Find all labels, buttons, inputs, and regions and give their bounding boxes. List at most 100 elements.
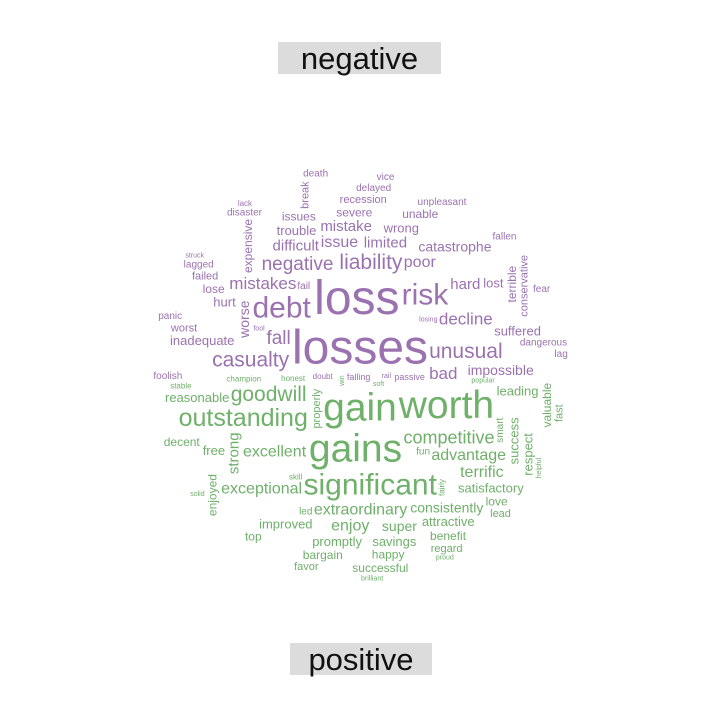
word-negative-fallen: fallen: [493, 232, 517, 243]
word-negative-fall: fall: [266, 328, 290, 349]
word-negative-hard: hard: [450, 276, 480, 293]
word-negative-passive: passive: [394, 372, 425, 382]
word-negative-risk: risk: [402, 278, 450, 311]
word-positive-properly: properly: [311, 388, 323, 428]
word-positive-champion: champion: [226, 375, 261, 384]
word-positive-helpful: helpful: [536, 457, 543, 478]
word-negative-failed: failed: [192, 271, 218, 283]
word-positive-savings: savings: [372, 534, 417, 549]
word-negative-lack: lack: [238, 199, 253, 208]
word-negative-worst: worst: [170, 322, 197, 334]
word-negative-inadequate: inadequate: [170, 333, 234, 348]
word-positive-free: free: [203, 443, 225, 458]
word-negative-doubt: doubt: [313, 372, 334, 381]
word-positive-enjoyed: enjoyed: [206, 474, 220, 516]
word-positive-respect: respect: [521, 433, 536, 476]
word-negative-lose: lose: [203, 282, 225, 296]
word-positive-enjoy: enjoy: [331, 518, 369, 535]
word-negative-trouble: trouble: [277, 223, 317, 238]
word-positive-win: win: [339, 375, 346, 387]
word-negative-fear: fear: [533, 284, 551, 295]
word-negative-conservative: conservative: [519, 255, 531, 317]
word-positive-strong: strong: [225, 432, 242, 474]
word-negative-decline: decline: [439, 309, 493, 328]
word-positive-exceptional: exceptional: [221, 481, 302, 498]
word-negative-mistake: mistake: [320, 218, 372, 235]
word-negative-severe: severe: [336, 205, 372, 219]
word-positive-top: top: [245, 530, 262, 544]
word-negative-fool: fool: [253, 326, 265, 333]
word-negative-unusual: unusual: [429, 340, 503, 363]
word-positive-fun: fun: [416, 447, 430, 458]
word-positive-significant: significant: [304, 469, 438, 502]
word-positive-benefit: benefit: [430, 529, 467, 543]
word-positive-valuable: valuable: [540, 382, 554, 427]
word-positive-promptly: promptly: [312, 534, 362, 549]
word-negative-lag: lag: [554, 349, 567, 360]
word-positive-honest: honest: [281, 374, 306, 383]
word-positive-extraordinary: extraordinary: [314, 501, 407, 518]
word-negative-suffered: suffered: [494, 323, 541, 338]
word-negative-struck: struck: [185, 253, 204, 260]
word-positive-attractive: attractive: [422, 514, 475, 529]
word-positive-love: love: [486, 495, 508, 509]
word-negative-lagged: lagged: [184, 259, 214, 270]
word-negative-worse: worse: [236, 300, 252, 339]
word-positive-competitive: competitive: [404, 427, 495, 447]
word-positive-proud: proud: [436, 555, 454, 562]
word-positive-super: super: [382, 518, 417, 534]
word-negative-liability: liability: [339, 251, 403, 274]
word-positive-brilliant: brilliant: [361, 576, 383, 583]
word-positive-smart: smart: [495, 417, 506, 442]
word-negative-expensive: expensive: [241, 219, 255, 273]
word-negative-catastrophe: catastrophe: [418, 239, 491, 255]
word-positive-gain: gain: [323, 387, 397, 430]
word-negative-death: death: [303, 168, 328, 179]
word-negative-vice: vice: [377, 172, 395, 183]
word-negative-hurt: hurt: [213, 294, 236, 309]
word-positive-terrific: terrific: [460, 464, 504, 481]
word-positive-leading: leading: [497, 383, 539, 398]
word-positive-excellent: excellent: [243, 443, 307, 460]
word-negative-dangerous: dangerous: [520, 338, 567, 349]
word-positive-happy: happy: [372, 548, 405, 562]
word-negative-negative: negative: [262, 254, 334, 275]
word-negative-issue: issue: [321, 234, 358, 251]
word-positive-lead: lead: [490, 508, 511, 520]
word-negative-falling: falling: [347, 372, 371, 382]
word-negative-losing: losing: [419, 316, 437, 323]
word-negative-loss: loss: [314, 272, 399, 325]
word-negative-losses: losses: [292, 322, 428, 375]
word-positive-satisfactory: satisfactory: [458, 481, 524, 496]
word-negative-difficult: difficult: [273, 237, 320, 254]
word-negative-disaster: disaster: [227, 207, 263, 218]
word-positive-popular: popular: [471, 378, 495, 385]
word-positive-reasonable: reasonable: [165, 390, 229, 405]
word-positive-led: led: [299, 507, 312, 518]
word-positive-consistently: consistently: [410, 500, 483, 516]
word-negative-unpleasant: unpleasant: [418, 197, 467, 208]
word-positive-worth: worth: [398, 384, 494, 427]
word-negative-terrible: terrible: [505, 265, 519, 302]
word-positive-success: success: [507, 417, 522, 464]
word-positive-fast: fast: [553, 404, 565, 422]
word-positive-stable: stable: [170, 381, 192, 390]
negative-group-header: negative: [278, 42, 441, 76]
word-negative-debt: debt: [253, 292, 312, 325]
word-positive-solid: solid: [190, 491, 205, 498]
word-positive-decent: decent: [164, 435, 201, 449]
word-positive-advantage: advantage: [431, 447, 506, 464]
word-negative-poor: poor: [404, 254, 437, 271]
word-negative-issues: issues: [282, 209, 316, 223]
word-negative-mistakes: mistakes: [229, 274, 296, 293]
word-negative-panic: panic: [158, 311, 182, 322]
word-positive-regard: regard: [431, 543, 463, 555]
word-positive-gains: gains: [309, 428, 402, 471]
word-positive-goodwill: goodwill: [231, 383, 307, 406]
word-negative-delayed: delayed: [356, 183, 391, 194]
word-negative-lost: lost: [483, 275, 504, 290]
word-positive-improved: improved: [259, 516, 312, 531]
word-positive-bargain: bargain: [303, 548, 343, 562]
word-negative-wrong: wrong: [383, 220, 419, 235]
